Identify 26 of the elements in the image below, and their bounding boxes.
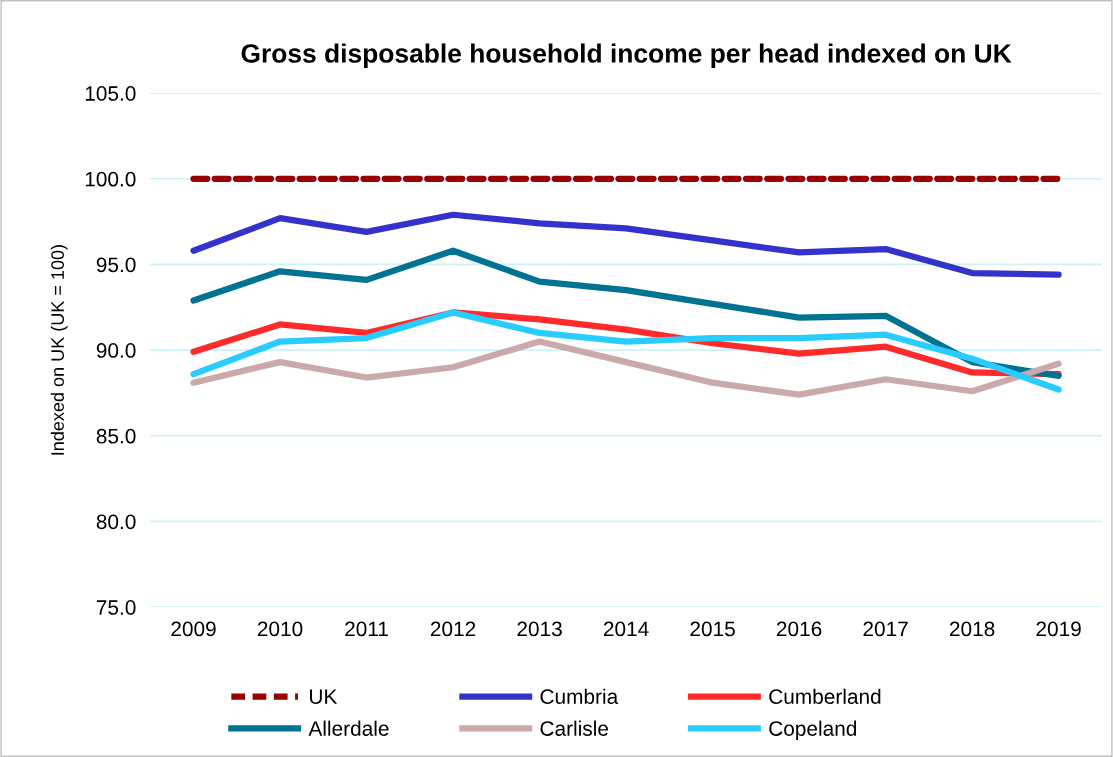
y-tick-label: 90.0 xyxy=(96,343,136,358)
legend-label: Allerdale xyxy=(308,720,389,736)
x-tick-label: 2016 xyxy=(776,621,822,637)
legend-label: UK xyxy=(310,689,338,704)
y-tick-label: 75.0 xyxy=(96,600,136,615)
x-tick-label: 2018 xyxy=(949,621,995,637)
chart-title: Gross disposable household income per head indexed on UK xyxy=(241,43,1012,69)
y-tick-label: 85.0 xyxy=(96,428,136,444)
y-tick-label: 95.0 xyxy=(96,257,136,273)
legend-label: Cumberland xyxy=(769,688,881,704)
x-tick-label: 2009 xyxy=(171,621,216,637)
x-tick-label: 2012 xyxy=(430,621,476,637)
x-tick-label: 2010 xyxy=(257,621,303,637)
y-axis-title: Indexed on UK (UK = 100) xyxy=(50,245,68,455)
legend-label: Copeland xyxy=(769,720,857,741)
legend-label: Carlisle xyxy=(540,720,609,736)
x-tick-label: 2014 xyxy=(603,621,649,637)
x-tick-label: 2011 xyxy=(345,621,388,637)
x-tick-label: 2019 xyxy=(1036,621,1081,637)
x-tick-label: 2015 xyxy=(690,621,735,637)
y-tick-label: 80.0 xyxy=(96,514,136,530)
x-tick-label: 2013 xyxy=(517,621,562,637)
y-tick-label: 105.0 xyxy=(85,86,136,101)
y-tick-label: 100.0 xyxy=(85,171,136,187)
x-tick-label: 2017 xyxy=(863,621,908,637)
legend-label: Cumbria xyxy=(540,688,619,704)
